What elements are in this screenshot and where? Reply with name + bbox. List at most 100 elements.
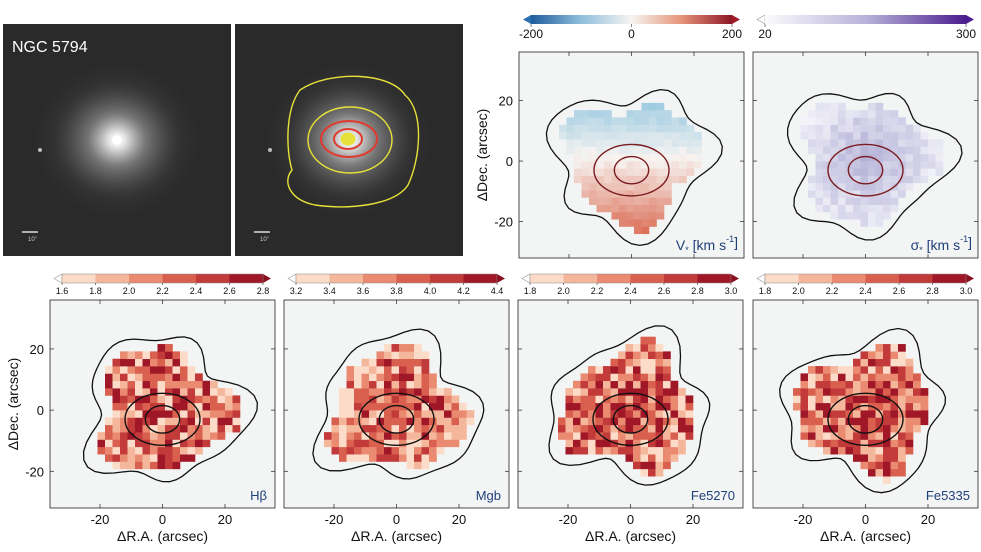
map-pixel (588, 446, 596, 455)
map-pixel (165, 380, 173, 389)
map-pixel (634, 219, 642, 227)
map-pixel (913, 161, 921, 169)
map-pixel (120, 410, 128, 418)
map-pixel (346, 439, 355, 448)
map-pixel (165, 351, 173, 360)
map-pixel (860, 219, 869, 227)
map-pixel (165, 344, 173, 352)
map-pixel (187, 366, 196, 374)
map-pixel (853, 190, 861, 198)
colorbar-segment (129, 274, 163, 283)
map-pixel (444, 424, 452, 433)
map-pixel (626, 117, 635, 126)
map-pixel (105, 454, 113, 462)
map-pixel (883, 110, 891, 118)
map-pixel (150, 395, 158, 404)
map-pixel (429, 439, 437, 448)
label-part: ] (734, 234, 738, 250)
map-pixel (860, 402, 869, 411)
map-pixel (634, 131, 642, 140)
map-pixel (406, 446, 415, 455)
map-pixel (853, 146, 861, 155)
map-pixel (595, 366, 604, 374)
map-pixel (838, 211, 846, 220)
map-pixel (391, 446, 400, 455)
map-pixel (640, 402, 649, 411)
map-pixel (451, 432, 460, 440)
map-pixel (633, 388, 641, 396)
map-pixel (890, 373, 899, 382)
colorbar-segment (697, 274, 732, 283)
map-pixel (444, 432, 452, 440)
map-pixel (444, 395, 452, 404)
map-pixel (150, 417, 158, 426)
map-pixel (588, 395, 596, 404)
map-pixel (830, 182, 839, 191)
colorbar-segment (664, 274, 698, 283)
map-pixel (361, 358, 370, 367)
map-pixel (604, 161, 612, 169)
map-pixel (633, 410, 641, 418)
map-pixel (830, 204, 839, 213)
fe5335-label: Fe5335 (926, 488, 970, 503)
map-pixel (875, 146, 884, 155)
map-pixel (142, 461, 151, 470)
map-pixel (634, 226, 642, 235)
map-pixel (649, 168, 657, 176)
map-pixel (823, 402, 831, 411)
map-pixel (656, 204, 665, 213)
map-pixel (331, 446, 340, 455)
map-pixel (112, 366, 121, 374)
map-pixel (611, 175, 620, 184)
map-pixel (589, 146, 597, 155)
map-pixel (626, 153, 635, 162)
map-pixel (180, 380, 188, 389)
map-pixel (331, 424, 340, 433)
map-pixel (815, 175, 824, 184)
map-pixel (860, 131, 869, 140)
map-pixel (875, 219, 884, 227)
map-pixel (685, 402, 694, 411)
map-pixel (656, 131, 665, 140)
map-pixel (913, 175, 921, 184)
fe5335-panel: 1.8 2.0 2.2 2.4 2.6 2.8 3.0 -20 0 20 ΔR.A. (arcsec… (752, 273, 979, 544)
map-pixel (626, 190, 635, 198)
map-pixel (210, 380, 218, 389)
map-pixel (800, 402, 809, 411)
map-pixel (678, 439, 686, 448)
map-pixel (361, 432, 370, 440)
map-pixel (838, 402, 846, 411)
map-pixel (860, 395, 869, 404)
map-pixel (890, 454, 899, 462)
map-pixel (150, 432, 158, 440)
map-pixel (225, 417, 233, 426)
map-pixel (845, 168, 854, 176)
map-pixel (210, 410, 218, 418)
colorbar-tick-label: 1.8 (524, 286, 537, 296)
map-pixel (641, 204, 650, 213)
map-pixel (868, 175, 876, 184)
map-pixel (883, 131, 891, 140)
label-part: [km s (689, 237, 726, 253)
map-pixel (565, 439, 574, 448)
colorbar-tick-label: 4.2 (457, 286, 470, 296)
map-pixel (868, 439, 876, 448)
map-pixel (815, 402, 824, 411)
map-pixel (566, 131, 575, 140)
map-pixel (436, 424, 445, 433)
map-pixel (217, 395, 226, 404)
map-pixel (618, 388, 626, 396)
map-pixel (670, 446, 679, 455)
hbeta-label: Hβ (250, 488, 267, 503)
map-pixel (399, 351, 407, 360)
map-pixel (898, 424, 906, 433)
map-pixel (875, 117, 884, 126)
map-pixel (890, 468, 899, 477)
map-pixel (120, 388, 128, 396)
map-pixel (142, 446, 151, 455)
map-pixel (610, 432, 619, 440)
map-pixel (853, 388, 861, 396)
map-pixel (663, 461, 671, 470)
map-pixel (157, 424, 166, 433)
colorbar-tick-label: 2.6 (893, 286, 906, 296)
